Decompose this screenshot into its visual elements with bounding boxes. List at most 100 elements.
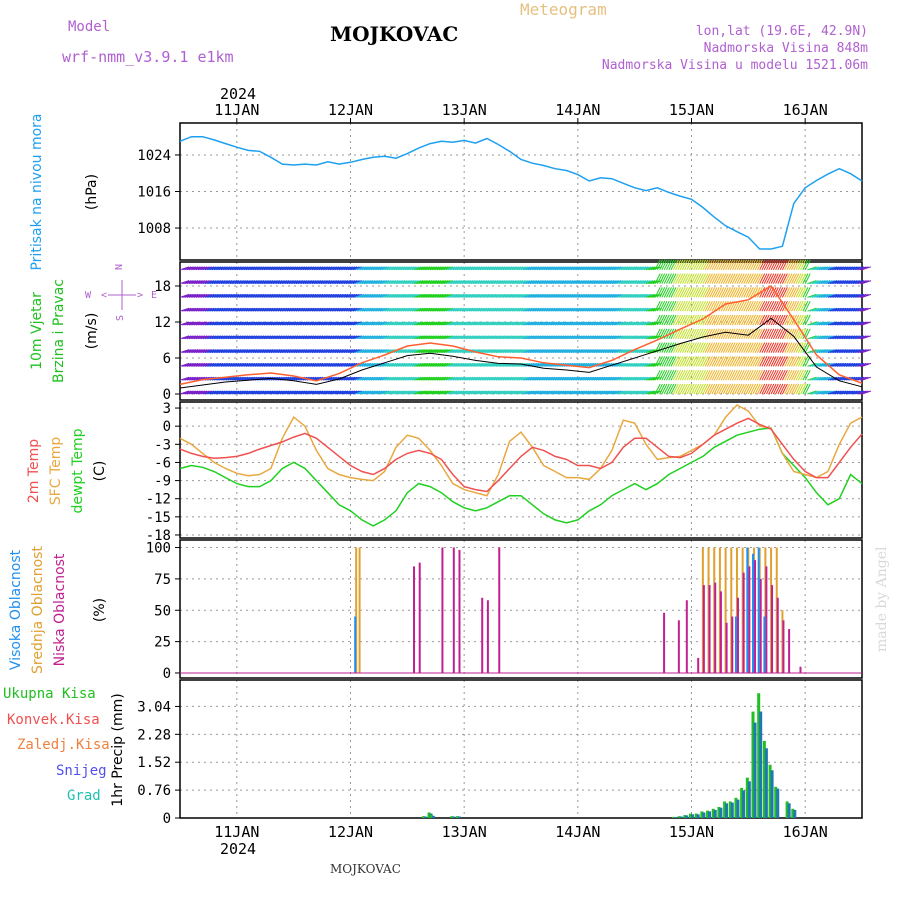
wind-barb (182, 390, 192, 395)
wind-barb (341, 266, 351, 271)
precip-total-bar (785, 801, 789, 818)
wind-barb (243, 376, 253, 381)
wind-barb (225, 293, 235, 298)
wind-barb (286, 349, 296, 354)
wind-barb (804, 328, 811, 340)
wind-barb (279, 321, 290, 326)
wind-barb (702, 287, 709, 298)
wind-barb (656, 287, 663, 298)
wind-barb (411, 349, 422, 354)
wind-barb (443, 280, 453, 285)
wind-barb (270, 266, 281, 271)
wind-barb (702, 342, 709, 353)
wind-barb (386, 266, 397, 271)
y-tick-label: 0 (163, 419, 171, 435)
wind-barb (439, 266, 449, 271)
wind-barb (625, 390, 635, 395)
wind-barb (736, 287, 743, 298)
wind-barb (288, 335, 299, 340)
wind-barb (632, 349, 642, 354)
precip-total-bar (694, 813, 698, 818)
wind-barb (395, 321, 406, 326)
wind-barb (316, 280, 326, 285)
wind-barb (659, 300, 666, 312)
wind-barb (532, 280, 542, 285)
wind-barb (263, 335, 274, 340)
wind-barb (300, 390, 310, 395)
wind-barb (509, 307, 519, 312)
wind-barb (179, 293, 190, 298)
wind-barb (604, 390, 615, 395)
wind-barb (357, 293, 367, 298)
wind-barb (252, 293, 262, 298)
wind-barb (275, 280, 285, 285)
wind-barb (316, 307, 326, 312)
wind-barb (238, 349, 249, 354)
wind-barb (434, 376, 444, 381)
wind-barb (672, 287, 679, 298)
wind-barb (641, 362, 651, 367)
wind-barb (375, 349, 385, 354)
wind-barb (257, 349, 267, 354)
wind-barb (781, 342, 788, 353)
wind-barb (384, 321, 394, 326)
wind-barb (348, 280, 358, 285)
wind-barb (261, 362, 271, 367)
wind-barb (343, 307, 353, 312)
wind-barb (702, 356, 709, 367)
wind-barb (504, 307, 515, 312)
wind-barb (398, 293, 408, 298)
wind-barb (756, 369, 763, 381)
wind-barb (545, 376, 556, 381)
wind-barb (818, 335, 828, 340)
wind-barb (359, 390, 369, 395)
wind-barb (354, 321, 365, 326)
wind-barb (386, 335, 397, 340)
wind-barb (300, 321, 310, 326)
wind-barb (527, 376, 537, 381)
wind-barb (681, 287, 688, 298)
wind-barb (525, 321, 535, 326)
wind-barb (582, 266, 592, 271)
wind-barb (668, 259, 675, 271)
wind-barb (731, 287, 738, 298)
model-altitude-label: Nadmorska Visina u modelu 1521.06m (601, 58, 868, 73)
wind-barb (784, 369, 791, 381)
wind-barb (245, 280, 256, 285)
wind-barb (777, 383, 784, 395)
wind-barb (273, 390, 283, 395)
precip-conv-bar (713, 809, 717, 818)
wind-barb (709, 314, 716, 326)
wind-barb (711, 383, 718, 395)
wind-barb (291, 390, 301, 395)
wind-barb (311, 321, 322, 326)
wind-barb (568, 349, 578, 354)
wind-barb (661, 369, 668, 381)
wind-barb (464, 280, 474, 285)
wind-barb (586, 293, 597, 298)
wind-barb (834, 390, 844, 395)
wind-barb (486, 390, 497, 395)
wind-barb (498, 390, 508, 395)
wind-barb (225, 307, 235, 312)
low-cloud-ylabel: Niska Oblacnost (52, 553, 68, 666)
wind-barb (670, 383, 677, 395)
wind-barb (772, 342, 779, 353)
wind-barb (554, 307, 565, 312)
wind-barb (625, 307, 635, 312)
wind-barb (820, 321, 831, 326)
wind-barb (570, 266, 581, 271)
wind-barb (834, 349, 844, 354)
wind-barb (282, 321, 292, 326)
wind-barb (286, 266, 296, 271)
wind-barb (532, 335, 542, 340)
wind-barb (311, 293, 322, 298)
wind-barb (814, 293, 824, 298)
wind-barb (400, 293, 410, 298)
wind-barb (659, 328, 666, 340)
wind-barb (727, 273, 734, 284)
wind-barb (327, 376, 337, 381)
wind-barb (788, 383, 795, 395)
wind-barb (464, 362, 474, 367)
wind-barb (273, 362, 283, 367)
